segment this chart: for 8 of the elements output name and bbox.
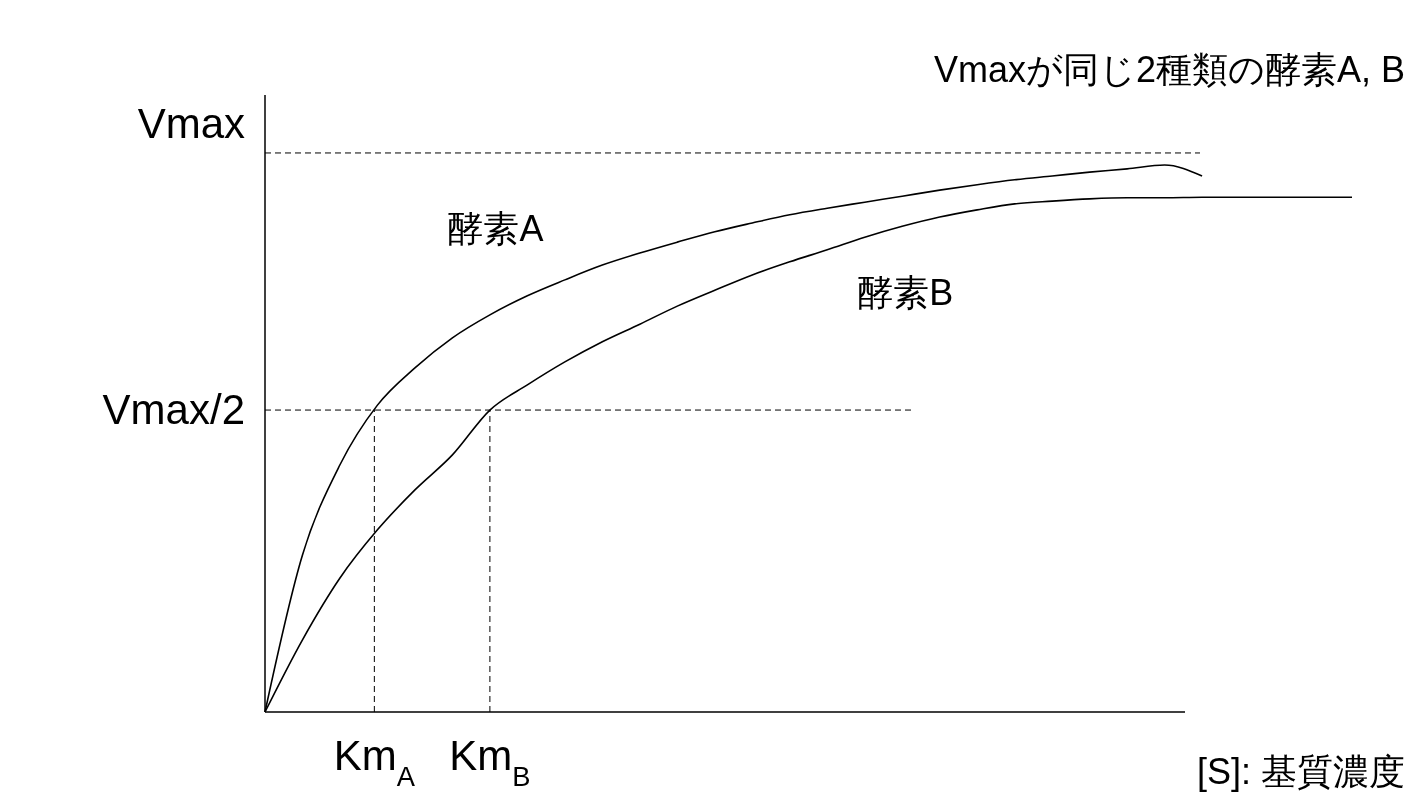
series-label: 酵素B (857, 271, 954, 313)
chart-title: Vmaxが同じ2種類の酵素A, B (933, 49, 1405, 90)
series-label: 酵素A (447, 207, 544, 249)
ref-line-label: Vmax (137, 99, 245, 147)
annotation: Km$_{B}$ (449, 732, 531, 792)
annotation: Km$_{A}$ (333, 732, 416, 792)
x-axis-title: [S]: 基質濃度 (1196, 751, 1405, 792)
ref-line-label: Vmax/2 (102, 386, 245, 434)
